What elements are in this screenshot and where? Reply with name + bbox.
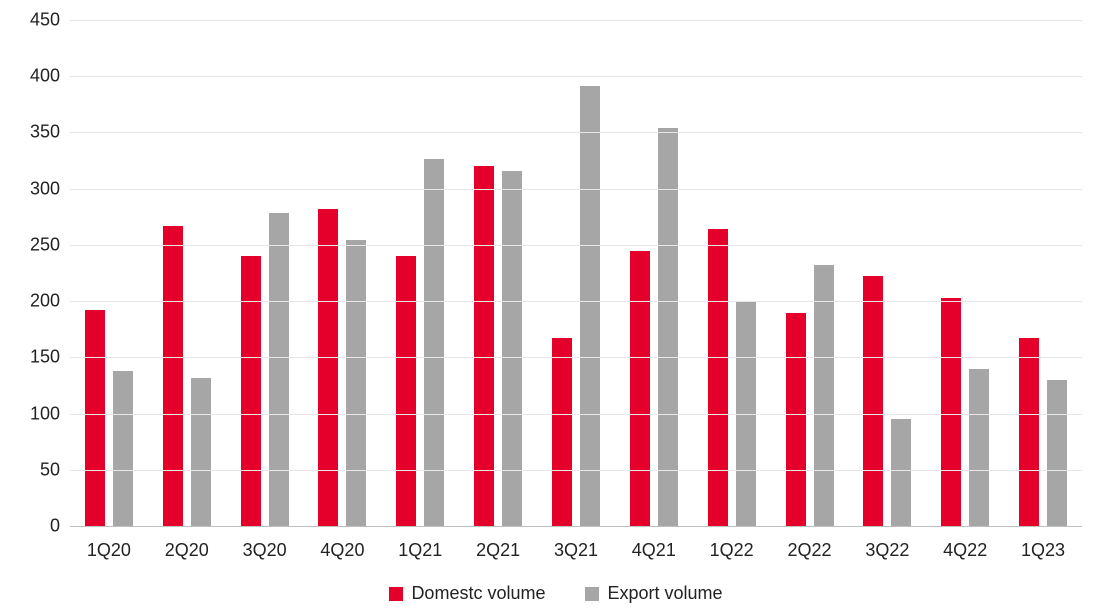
y-tick-label: 400 <box>30 66 70 87</box>
x-tick-label: 2Q20 <box>148 540 226 561</box>
gridline <box>70 301 1082 302</box>
bar-group <box>226 20 304 526</box>
bar-group <box>1004 20 1082 526</box>
bar-domestic <box>396 256 416 526</box>
bar-export <box>424 159 444 526</box>
gridline <box>70 189 1082 190</box>
bar-export <box>969 369 989 526</box>
bar-export <box>658 128 678 526</box>
bar-group <box>148 20 226 526</box>
gridline <box>70 357 1082 358</box>
bar-domestic <box>708 229 728 526</box>
bar-group <box>381 20 459 526</box>
y-tick-label: 300 <box>30 178 70 199</box>
gridline <box>70 245 1082 246</box>
bar-group <box>693 20 771 526</box>
gridline <box>70 414 1082 415</box>
bar-export <box>346 240 366 526</box>
x-tick-label: 1Q20 <box>70 540 148 561</box>
x-tick-label: 1Q22 <box>693 540 771 561</box>
x-tick-label: 1Q21 <box>381 540 459 561</box>
bar-group <box>926 20 1004 526</box>
bar-group <box>615 20 693 526</box>
volume-bar-chart: 050100150200250300350400450 1Q202Q203Q20… <box>0 0 1112 616</box>
bar-domestic <box>552 338 572 526</box>
bar-export <box>191 378 211 526</box>
bar-export <box>891 419 911 526</box>
bar-group <box>848 20 926 526</box>
bar-export <box>814 265 834 526</box>
bar-domestic <box>474 166 494 526</box>
y-tick-label: 100 <box>30 403 70 424</box>
x-tick-label: 2Q21 <box>459 540 537 561</box>
bar-domestic <box>630 251 650 526</box>
bar-domestic <box>1019 338 1039 526</box>
bar-domestic <box>863 276 883 526</box>
bar-export <box>580 86 600 526</box>
x-tick-label: 4Q20 <box>304 540 382 561</box>
bar-export <box>502 171 522 526</box>
baseline <box>70 526 1082 527</box>
x-tick-label: 3Q20 <box>226 540 304 561</box>
x-tick-label: 4Q22 <box>926 540 1004 561</box>
legend-item: Export volume <box>585 583 722 604</box>
legend-item: Domestc volume <box>389 583 545 604</box>
x-tick-label: 2Q22 <box>771 540 849 561</box>
x-tick-label: 3Q22 <box>848 540 926 561</box>
bar-domestic <box>786 313 806 526</box>
legend-swatch <box>585 587 599 601</box>
legend-swatch <box>389 587 403 601</box>
x-tick-label: 3Q21 <box>537 540 615 561</box>
bar-group <box>537 20 615 526</box>
x-axis-labels: 1Q202Q203Q204Q201Q212Q213Q214Q211Q222Q22… <box>70 540 1082 561</box>
plot-area: 050100150200250300350400450 <box>70 20 1082 526</box>
gridline <box>70 20 1082 21</box>
bar-export <box>269 213 289 526</box>
bar-group <box>459 20 537 526</box>
bar-domestic <box>318 209 338 526</box>
y-tick-label: 50 <box>40 459 70 480</box>
y-tick-label: 350 <box>30 122 70 143</box>
bar-domestic <box>163 226 183 526</box>
bar-domestic <box>241 256 261 526</box>
bars-row <box>70 20 1082 526</box>
bar-group <box>771 20 849 526</box>
bar-export <box>113 371 133 526</box>
legend-label: Export volume <box>607 583 722 604</box>
y-tick-label: 0 <box>50 516 70 537</box>
bar-domestic <box>941 298 961 526</box>
x-tick-label: 4Q21 <box>615 540 693 561</box>
bar-domestic <box>85 310 105 526</box>
y-tick-label: 200 <box>30 291 70 312</box>
x-tick-label: 1Q23 <box>1004 540 1082 561</box>
bar-group <box>70 20 148 526</box>
y-tick-label: 450 <box>30 10 70 31</box>
bar-group <box>304 20 382 526</box>
y-tick-label: 250 <box>30 234 70 255</box>
legend: Domestc volume Export volume <box>0 583 1112 604</box>
y-tick-label: 150 <box>30 347 70 368</box>
bar-export <box>1047 380 1067 526</box>
gridline <box>70 132 1082 133</box>
gridline <box>70 76 1082 77</box>
legend-label: Domestc volume <box>411 583 545 604</box>
gridline <box>70 470 1082 471</box>
